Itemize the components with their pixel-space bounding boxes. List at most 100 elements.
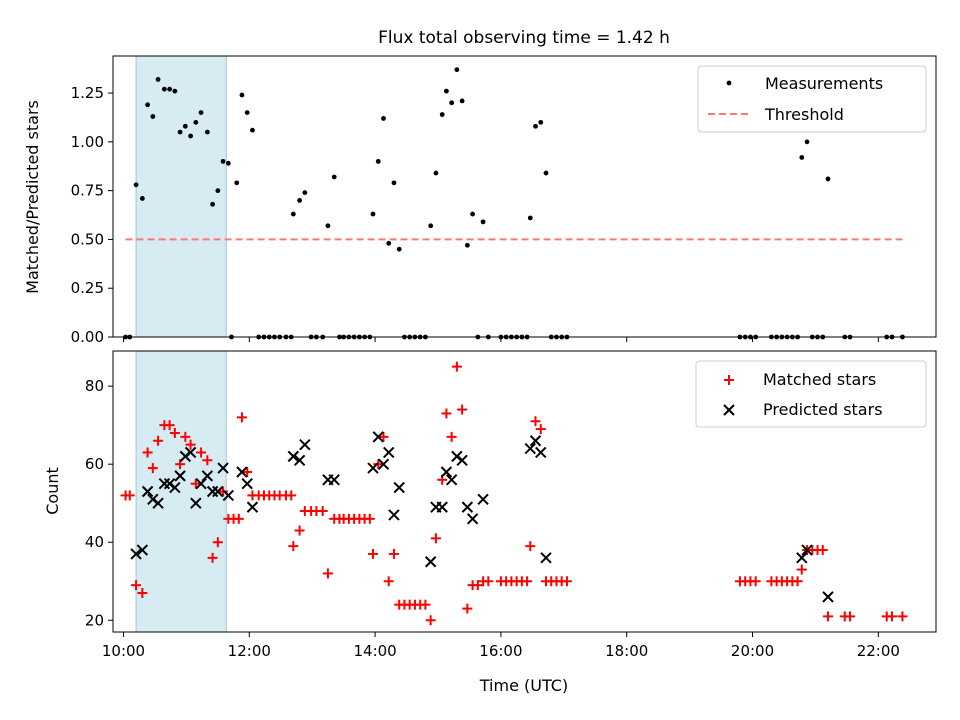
bottom-xtick-label: 22:00 <box>857 642 900 660</box>
top-shaded-span <box>135 55 227 338</box>
predicted-star-stroke-b <box>293 454 306 466</box>
bottom-ytick-label: 80 <box>85 377 104 395</box>
predicted-star-point <box>152 497 164 509</box>
matched-star-point <box>817 545 828 556</box>
matched-star-point <box>796 564 807 575</box>
predicted-star-stroke-b <box>195 477 207 490</box>
measurement-point <box>234 180 240 186</box>
top-ytick-label: 0.75 <box>71 182 104 200</box>
measurement-point <box>391 180 397 186</box>
predicted-star-point <box>535 446 547 459</box>
predicted-star-point <box>246 501 259 513</box>
matched-star-point <box>124 490 135 501</box>
predicted-star-stroke-b <box>236 466 248 478</box>
legend-marker-predicted <box>723 404 735 416</box>
measurement-point <box>193 119 199 125</box>
predicted-star-point <box>328 474 340 486</box>
predicted-star-point <box>461 501 474 513</box>
matched-star-point <box>147 463 158 474</box>
measurement-point <box>297 198 303 203</box>
predicted-star-stroke-b <box>424 556 437 568</box>
matched-star-point <box>441 408 452 419</box>
predicted-star-point <box>456 454 468 466</box>
matched-star-point <box>153 435 164 446</box>
predicted-star-stroke-b <box>287 450 300 463</box>
legend-marker-measurements <box>726 80 732 86</box>
predicted-star-point <box>367 462 379 474</box>
measurement-point <box>443 88 449 94</box>
top-ytick-label: 1.00 <box>71 133 104 151</box>
measurement-point <box>250 127 255 133</box>
matched-star-point <box>446 431 457 442</box>
measurement-point <box>375 158 381 164</box>
matched-star-point <box>845 611 856 622</box>
top-legend-box <box>697 65 927 133</box>
predicted-star-stroke-b <box>477 493 489 506</box>
predicted-star-point <box>287 450 300 463</box>
bottom-legend: Matched stars Predicted stars <box>695 360 927 428</box>
predicted-star-point <box>466 513 479 525</box>
matched-star-point <box>897 611 908 622</box>
matched-star-point <box>886 611 897 622</box>
predicted-star-stroke-b <box>299 438 311 451</box>
matched-star-point <box>483 576 494 587</box>
matched-star-point <box>288 541 299 552</box>
measurement-point <box>290 211 296 217</box>
matched-star-point <box>388 548 399 559</box>
predicted-star-point <box>184 446 197 459</box>
predicted-star-point <box>169 481 181 494</box>
measurement-point <box>133 182 139 188</box>
measurement-point <box>172 88 178 94</box>
predicted-star-stroke-b <box>440 466 453 478</box>
predicted-star-point <box>372 431 384 443</box>
legend-label-measurements: Measurements <box>765 74 883 93</box>
measurement-point <box>139 196 145 201</box>
predicted-star-stroke-b <box>383 446 395 459</box>
matched-star-point <box>322 568 333 579</box>
predicted-star-stroke-b <box>466 513 479 525</box>
measurement-point <box>177 129 183 135</box>
bottom-y-axis-label: Count <box>43 467 62 515</box>
measurement-point <box>470 211 476 217</box>
predicted-star-stroke-b <box>822 591 834 603</box>
top-panel: 0.00 0.25 0.50 0.75 1.00 1.25 Matched/Predict… <box>23 55 937 346</box>
predicted-star-point <box>158 477 171 490</box>
measurement-point <box>433 170 439 176</box>
predicted-star-point <box>388 509 400 521</box>
measurement-point <box>150 114 156 119</box>
matched-star-point <box>164 420 175 431</box>
predicted-star-stroke-b <box>212 485 224 498</box>
matched-star-point <box>522 576 533 587</box>
top-axes-frame <box>112 55 937 338</box>
measurement-point <box>825 176 831 182</box>
matched-star-point <box>425 615 436 626</box>
matched-star-point <box>233 513 244 524</box>
matched-star-point <box>317 506 328 517</box>
predicted-star-stroke-b <box>169 481 181 494</box>
predicted-star-stroke-b <box>367 462 379 474</box>
matched-star-point <box>530 416 541 427</box>
predicted-star-stroke-b <box>535 446 547 459</box>
figure-title: Flux total observing time = 1.42 h <box>378 28 670 48</box>
predicted-star-point <box>136 544 149 556</box>
measurement-point <box>799 155 805 160</box>
top-ytick-label: 1.25 <box>71 84 104 102</box>
predicted-star-stroke-b <box>141 485 154 498</box>
matched-star-point <box>294 525 305 536</box>
matched-star-point <box>185 439 196 450</box>
measurement-point <box>538 119 544 125</box>
matched-star-point <box>190 478 201 489</box>
matched-star-point <box>472 580 483 591</box>
predicted-star-point <box>201 470 214 482</box>
bottom-xtick-label: 16:00 <box>479 642 522 660</box>
predicted-star-stroke-b <box>372 431 384 443</box>
predicted-star-point <box>822 591 834 603</box>
bottom-ytick-label: 20 <box>85 611 104 629</box>
predicted-star-point <box>383 446 395 459</box>
bottom-xtick-label: 20:00 <box>731 642 774 660</box>
predicted-star-stroke-b <box>461 501 474 513</box>
bottom-panel: 20 40 60 80 10:00 12:00 14:00 16:00 18:00 20:00 2… <box>43 350 937 695</box>
predicted-star-stroke-b <box>436 501 448 513</box>
predicted-star-point <box>206 485 219 498</box>
